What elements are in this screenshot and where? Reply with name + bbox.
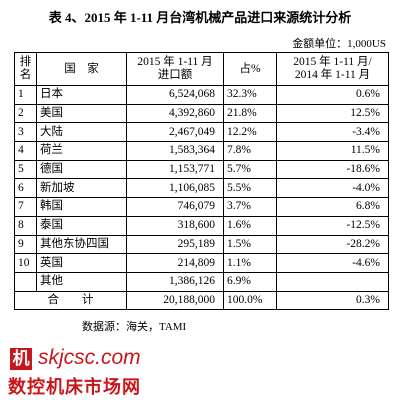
watermark-name: 数控机床市场网 — [8, 377, 141, 398]
country-cell: 其他 — [36, 271, 127, 292]
rank-cell: 3 — [14, 122, 37, 143]
country-cell: 英国 — [36, 253, 127, 273]
value-cell: 214,809 — [126, 253, 224, 273]
total-value: 20,188,000 — [126, 290, 224, 311]
rank-cell: 2 — [14, 103, 37, 124]
value-cell: 295,189 — [126, 234, 224, 255]
growth-cell: 12.5% — [276, 103, 389, 124]
data-row: 6 新加坡 1,106,085 5.5% -4.0% — [14, 178, 389, 199]
data-row: 其他 1,386,126 6.9% — [14, 271, 389, 292]
column-header: 国 家 — [36, 52, 127, 86]
import-table: 排名国 家 2015 年 1-11 月 进口额 占% 2015 年 1-11 月/ 2… — [14, 52, 389, 311]
total-share: 100.0% — [223, 290, 277, 311]
value-cell: 1,386,126 — [126, 271, 224, 292]
rank-cell: 1 — [14, 85, 37, 105]
share-cell: 1.1% — [223, 253, 277, 273]
value-cell: 1,583,364 — [126, 141, 224, 161]
title: 表 4、2015 年 1-11 月台湾机械产品进口来源统计分析 — [48, 10, 352, 25]
watermark-logo: 机 — [10, 348, 32, 370]
unit-note: 金额单位：1,000US — [292, 38, 386, 50]
share-cell: 6.9% — [223, 271, 277, 292]
growth-cell: 11.5% — [276, 141, 389, 161]
value-cell: 1,106,085 — [126, 178, 224, 199]
value-cell: 4,392,860 — [126, 103, 224, 124]
share-cell: 1.5% — [223, 234, 277, 255]
rank-cell: 9 — [14, 234, 37, 255]
data-row: 7 韩国 746,079 3.7% 6.8% — [14, 197, 389, 217]
country-cell: 德国 — [36, 159, 127, 180]
data-row: 8 泰国 318,600 1.6% -12.5% — [14, 215, 389, 236]
data-row: 9 其他东协四国 295,189 1.5% -28.2% — [14, 234, 389, 255]
data-row: 2 美国 4,392,860 21.8% 12.5% — [14, 103, 389, 124]
watermark-url: skjcsc.com — [38, 346, 141, 369]
growth-cell: -3.4% — [276, 122, 389, 143]
country-cell: 泰国 — [36, 215, 127, 236]
growth-cell: -4.0% — [276, 178, 389, 199]
rank-cell: 10 — [14, 253, 37, 273]
column-header: 排名 — [14, 52, 37, 86]
column-header: 2015 年 1-11 月 进口额 — [126, 52, 224, 86]
header-row: 排名国 家 2015 年 1-11 月 进口额 占% 2015 年 1-11 月/ 2… — [14, 52, 389, 86]
growth-cell: -4.6% — [276, 253, 389, 273]
value-cell: 318,600 — [126, 215, 224, 236]
share-cell: 5.7% — [223, 159, 277, 180]
country-cell: 大陆 — [36, 122, 127, 143]
rank-cell: 7 — [14, 197, 37, 217]
growth-cell: -28.2% — [276, 234, 389, 255]
share-cell: 21.8% — [223, 103, 277, 124]
data-row: 3 大陆 2,467,049 12.2% -3.4% — [14, 122, 389, 143]
country-cell: 荷兰 — [36, 141, 127, 161]
growth-cell: -18.6% — [276, 159, 389, 180]
share-cell: 12.2% — [223, 122, 277, 143]
share-cell: 32.3% — [223, 85, 277, 105]
rank-cell — [14, 271, 37, 292]
value-cell: 2,467,049 — [126, 122, 224, 143]
data-row: 1 日本 6,524,068 32.3% 0.6% — [14, 85, 389, 105]
value-cell: 746,079 — [126, 197, 224, 217]
growth-cell — [276, 271, 389, 292]
rank-cell: 8 — [14, 215, 37, 236]
country-cell: 其他东协四国 — [36, 234, 127, 255]
share-cell: 7.8% — [223, 141, 277, 161]
table-body: 1 日本 6,524,068 32.3% 0.6% 2 美国 4,392,860 21.8% 12… — [14, 85, 389, 311]
source: 数据源：海关，TAMI — [82, 321, 187, 333]
country-cell: 日本 — [36, 85, 127, 105]
rank-cell: 5 — [14, 159, 37, 180]
country-cell: 韩国 — [36, 197, 127, 217]
share-cell: 1.6% — [223, 215, 277, 236]
data-row: 4 荷兰 1,583,364 7.8% 11.5% — [14, 141, 389, 161]
rank-cell: 6 — [14, 178, 37, 199]
growth-cell: 0.6% — [276, 85, 389, 105]
growth-cell: 6.8% — [276, 197, 389, 217]
value-cell: 1,153,771 — [126, 159, 224, 180]
column-header: 2015 年 1-11 月/ 2014 年 1-11 月 — [276, 52, 389, 86]
rank-cell: 4 — [14, 141, 37, 161]
data-row: 10 英国 214,809 1.1% -4.6% — [14, 253, 389, 273]
share-cell: 3.7% — [223, 197, 277, 217]
share-cell: 5.5% — [223, 178, 277, 199]
country-cell: 美国 — [36, 103, 127, 124]
country-cell: 新加坡 — [36, 178, 127, 199]
value-cell: 6,524,068 — [126, 85, 224, 105]
growth-cell: -12.5% — [276, 215, 389, 236]
total-row: 合 计 20,188,000 100.0% 0.3% — [14, 290, 389, 311]
total-label: 合 计 — [14, 290, 127, 311]
total-growth: 0.3% — [276, 290, 389, 311]
data-row: 5 德国 1,153,771 5.7% -18.6% — [14, 159, 389, 180]
column-header: 占% — [223, 52, 277, 86]
